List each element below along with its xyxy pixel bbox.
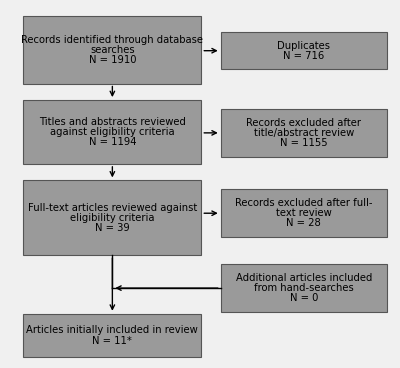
Text: Titles and abstracts reviewed: Titles and abstracts reviewed xyxy=(39,117,186,127)
FancyBboxPatch shape xyxy=(23,100,201,164)
Text: N = 39: N = 39 xyxy=(95,223,130,233)
Text: searches: searches xyxy=(90,45,135,55)
Text: title/abstract review: title/abstract review xyxy=(254,128,354,138)
FancyBboxPatch shape xyxy=(221,264,387,312)
Text: N = 1155: N = 1155 xyxy=(280,138,328,148)
Text: Records excluded after full-: Records excluded after full- xyxy=(235,198,372,208)
FancyBboxPatch shape xyxy=(221,32,387,69)
Text: Records identified through database: Records identified through database xyxy=(21,35,203,45)
Text: N = 11*: N = 11* xyxy=(92,336,132,346)
Text: against eligibility criteria: against eligibility criteria xyxy=(50,127,175,137)
Text: text review: text review xyxy=(276,208,332,218)
FancyBboxPatch shape xyxy=(23,314,201,357)
FancyBboxPatch shape xyxy=(221,109,387,157)
FancyBboxPatch shape xyxy=(23,180,201,255)
Text: N = 1910: N = 1910 xyxy=(89,55,136,65)
FancyBboxPatch shape xyxy=(23,16,201,84)
Text: Duplicates: Duplicates xyxy=(277,40,330,50)
Text: from hand-searches: from hand-searches xyxy=(254,283,354,293)
Text: N = 716: N = 716 xyxy=(283,51,324,61)
FancyBboxPatch shape xyxy=(221,190,387,237)
Text: Articles initially included in review: Articles initially included in review xyxy=(26,325,198,336)
Text: Additional articles included: Additional articles included xyxy=(236,273,372,283)
Text: N = 28: N = 28 xyxy=(286,219,321,229)
Text: Records excluded after: Records excluded after xyxy=(246,118,361,128)
Text: Full-text articles reviewed against: Full-text articles reviewed against xyxy=(28,202,197,213)
Text: eligibility criteria: eligibility criteria xyxy=(70,213,155,223)
Text: N = 0: N = 0 xyxy=(290,293,318,303)
Text: N = 1194: N = 1194 xyxy=(89,137,136,147)
